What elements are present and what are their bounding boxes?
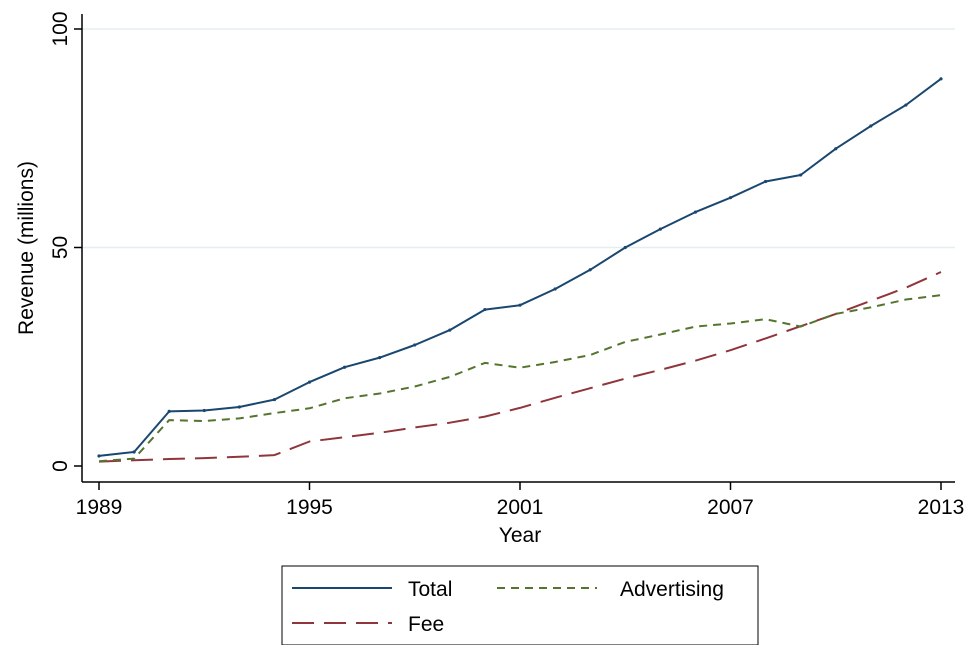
y-tick-label: 0 xyxy=(49,460,72,472)
legend-label-fee: Fee xyxy=(408,613,444,636)
x-tick-label: 2007 xyxy=(707,496,754,519)
y-axis-title: Revenue (millions) xyxy=(15,161,38,335)
y-tick-label: 100 xyxy=(49,11,72,46)
series-point-total xyxy=(307,380,312,384)
series-point-total xyxy=(939,77,943,81)
axes: 0 50 100 1989 1995 2001 2007 2013 xyxy=(49,11,964,519)
legend-frame xyxy=(281,565,759,645)
series-point-total xyxy=(237,405,241,409)
series-point-total xyxy=(588,268,592,272)
x-tick-label: 1995 xyxy=(286,496,333,519)
x-tick-label: 2001 xyxy=(497,496,544,519)
series-point-total xyxy=(97,454,101,458)
series-point-total xyxy=(834,147,838,151)
y-tick-label: 50 xyxy=(49,236,72,259)
series-point-total xyxy=(869,124,873,128)
series-point-total xyxy=(553,287,557,291)
series-point-total xyxy=(132,450,136,454)
legend-label-total: Total xyxy=(408,578,452,601)
series-point-total xyxy=(272,397,277,402)
series-point-total xyxy=(202,408,206,413)
series-layer xyxy=(97,77,943,463)
x-tick-label: 1989 xyxy=(76,496,123,519)
series-line-advertising xyxy=(98,294,942,463)
series-point-total xyxy=(413,343,417,347)
series-point-total xyxy=(728,196,733,200)
series-point-total xyxy=(342,365,347,369)
series-point-total xyxy=(167,409,171,413)
legend-label-advertising: Advertising xyxy=(620,578,724,601)
x-tick-label: 2013 xyxy=(918,496,965,519)
gridlines xyxy=(82,28,955,249)
series-point-total xyxy=(763,179,768,184)
series-point-total xyxy=(693,210,698,214)
series-point-total xyxy=(378,356,382,360)
series-point-total xyxy=(518,303,522,307)
x-axis-title: Year xyxy=(499,524,541,547)
series-point-total xyxy=(623,245,627,250)
series-point-total xyxy=(658,227,662,231)
series-point-total xyxy=(799,173,803,177)
series-point-total xyxy=(904,103,908,107)
series-point-total xyxy=(448,328,452,332)
legend: Total Advertising Fee xyxy=(281,565,759,645)
series-point-total xyxy=(483,307,487,312)
